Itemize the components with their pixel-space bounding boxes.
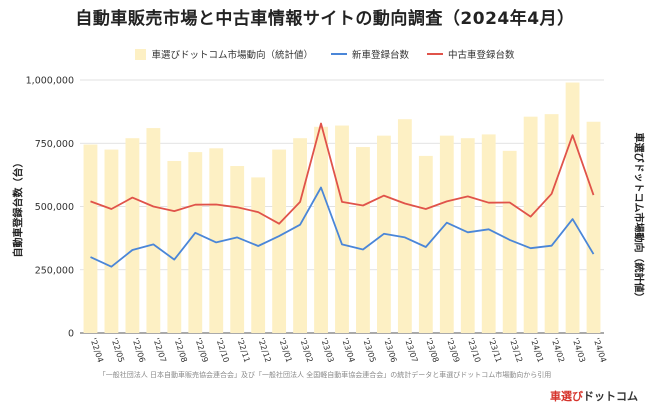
x-tick-label: '22/09 [193, 337, 209, 364]
bar [544, 114, 559, 333]
chart-title: 自動車販売市場と中古車情報サイトの動向調査（2024年4月） [75, 9, 575, 29]
bar [209, 148, 224, 333]
legend-label-used-car: 中古車登録台数 [448, 50, 515, 61]
x-tick-label: '23/05 [361, 337, 377, 364]
x-tick-label: '23/07 [403, 337, 419, 364]
x-tick-label: '22/07 [151, 337, 167, 364]
x-tick-label: '23/08 [424, 337, 440, 364]
x-tick-label: '22/11 [235, 337, 251, 364]
bar [230, 166, 245, 333]
bar [272, 149, 287, 333]
legend: 車選びドットコム市場動向（統計値） 新車登録台数 中古車登録台数 [0, 47, 650, 61]
x-tick-label: '22/05 [110, 337, 126, 364]
bar [397, 119, 412, 333]
brand-logo: 車選びドットコム [550, 388, 638, 404]
legend-item-market: 車選びドットコム市場動向（統計値） [135, 47, 313, 61]
x-tick-label: '24/01 [529, 337, 545, 364]
new-car-line [90, 186, 595, 268]
legend-label-market: 車選びドットコム市場動向（統計値） [151, 50, 313, 61]
legend-item-used-car: 中古車登録台数 [427, 47, 515, 61]
x-tick-label: '23/04 [340, 337, 356, 364]
bar [565, 82, 580, 333]
bar [418, 155, 433, 333]
x-tick-label: '24/02 [550, 337, 566, 364]
bar [481, 134, 496, 333]
bar [356, 147, 370, 333]
bar [83, 144, 98, 333]
bar [251, 177, 266, 333]
x-tick-label: '23/09 [445, 337, 461, 364]
bar [188, 152, 203, 333]
x-tick-label: '23/10 [466, 337, 482, 364]
bar [586, 121, 601, 334]
x-tick-label: '22/08 [172, 337, 188, 364]
bar [523, 116, 538, 333]
x-tick-label: '22/12 [256, 337, 272, 364]
bar [104, 149, 119, 333]
x-tick-label: '24/04 [592, 337, 608, 364]
y-tick-label: 250,000 [35, 265, 74, 276]
x-tick-label: '24/03 [571, 337, 587, 364]
x-tick-label: '23/02 [298, 337, 314, 364]
bar [460, 138, 475, 333]
x-tick-label: '22/10 [214, 337, 230, 364]
brand-logo-red: 車選び [550, 390, 583, 403]
x-tick-label: '23/01 [277, 337, 293, 364]
legend-swatch-bar [135, 48, 147, 60]
legend-swatch-used-car [427, 53, 443, 55]
bar [439, 135, 454, 333]
x-tick-label: '22/04 [89, 337, 105, 364]
brand-logo-black: ドットコム [583, 390, 638, 403]
legend-swatch-new-car [330, 53, 347, 55]
x-tick-label: '23/12 [508, 337, 524, 364]
bar [335, 125, 349, 333]
source-note: 「一般社団法人 日本自動車販売協会連合会」及び「一般社団法人 全国軽自動車協会連… [98, 371, 552, 379]
bar [314, 126, 328, 334]
y-tick-label: 0 [68, 329, 74, 340]
bar [167, 160, 182, 333]
y-tick-label: 750,000 [35, 139, 74, 150]
y-tick-label: 1,000,000 [26, 76, 74, 87]
x-tick-label: '23/06 [382, 337, 398, 364]
bar [146, 128, 161, 333]
x-tick-label: '23/11 [487, 337, 503, 364]
x-tick-label: '22/06 [130, 337, 146, 364]
bar [125, 138, 140, 333]
used-car-line [90, 122, 595, 225]
bar [502, 150, 517, 333]
x-tick-label: '23/03 [319, 337, 335, 364]
legend-item-new-car: 新車登録台数 [330, 47, 409, 61]
bar [293, 138, 307, 333]
y-tick-label: 500,000 [35, 202, 74, 213]
legend-label-new-car: 新車登録台数 [351, 50, 409, 61]
